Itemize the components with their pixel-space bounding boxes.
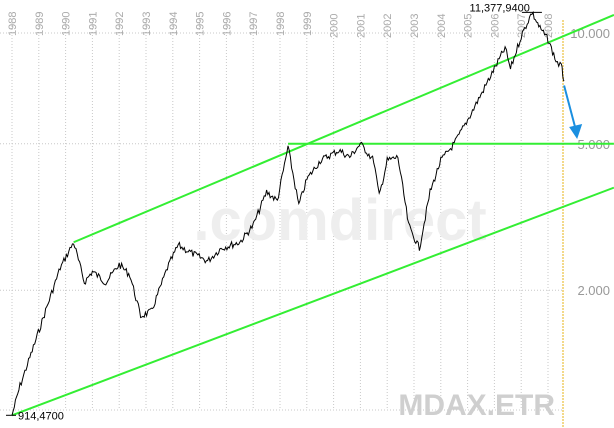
watermark: .comdirect [193, 188, 486, 253]
x-tick-label: 2001 [355, 14, 367, 38]
x-tick-label: 1998 [275, 12, 287, 36]
x-tick-label: 1993 [141, 12, 153, 36]
x-tick-label: 2004 [436, 14, 448, 38]
low-label: 914,4700 [18, 410, 64, 422]
lower-channel-line [11, 186, 614, 417]
x-tick-label: 2007 [516, 14, 528, 38]
x-tick-label: 2000 [329, 14, 341, 38]
x-tick-label: 2006 [489, 14, 501, 38]
x-tick-label: 2002 [382, 14, 394, 38]
x-tick-label: 1992 [114, 12, 126, 36]
x-tick-label: 1989 [34, 12, 46, 36]
x-tick-label: 1997 [248, 12, 260, 36]
forecast-arrow-shaft [563, 85, 578, 132]
x-tick-label: 2005 [463, 14, 475, 38]
upper-channel-line [73, 13, 614, 244]
y-tick-label: 10.000 [570, 26, 610, 41]
chart-title: MDAX.ETR [398, 389, 555, 422]
price-series-line [11, 10, 565, 416]
x-tick-label: 1988 [7, 12, 19, 36]
x-tick-label: 1990 [61, 12, 73, 36]
x-tick-label: 1999 [302, 12, 314, 36]
x-tick-label: 1995 [195, 12, 207, 36]
x-tick-label: 1991 [87, 12, 99, 36]
x-tick-label: 2008 [543, 14, 555, 38]
high-label: 11,377,9400 [470, 2, 530, 14]
y-tick-label: 2.000 [577, 283, 610, 298]
x-tick-label: 2003 [409, 14, 421, 38]
forecast-arrow-head [569, 124, 583, 140]
x-tick-label: 1994 [168, 12, 180, 36]
x-tick-label: 1996 [221, 12, 233, 36]
